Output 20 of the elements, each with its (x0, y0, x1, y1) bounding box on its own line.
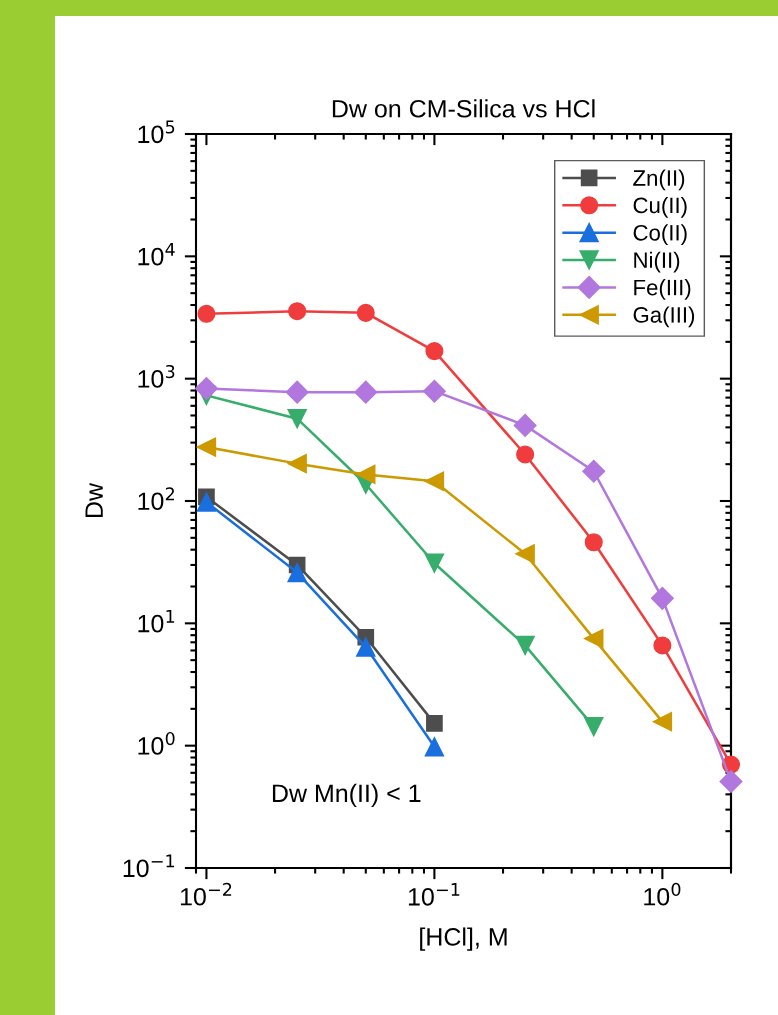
x-tick-label: 10$^{−2}$ (180, 882, 232, 906)
y-tick-label: 10$^{3}$ (138, 364, 175, 388)
x-tick-label: 10$^{0}$ (644, 882, 681, 906)
legend-label: Cu(II) (633, 196, 687, 218)
y-tick-label: 10$^{5}$ (138, 120, 175, 144)
y-tick-label: 10$^{0}$ (138, 731, 175, 755)
annotation: Dw Mn(II) < 1 (272, 783, 421, 808)
x-axis-title: [HCl], M (420, 927, 507, 951)
legend-label: Ni(II) (634, 251, 680, 273)
legend-label: Fe(III) (634, 279, 691, 300)
x-tick-label: 10$^{−1}$ (408, 883, 460, 906)
y-axis-title: Dw (85, 482, 103, 517)
y-tick-label: 10$^{2}$ (138, 487, 174, 511)
y-tick-label: 10$^{1}$ (138, 609, 175, 633)
y-tick-label: 10$^{−1}$ (123, 854, 175, 878)
y-tick-label: 10$^{4}$ (138, 242, 175, 266)
chart-title: Dw on CM-Silica vs HCl (332, 99, 595, 118)
legend-label: Zn(II) (633, 169, 685, 191)
legend-label: Co(II) (633, 224, 687, 246)
legend-label: Ga(III) (633, 306, 695, 328)
